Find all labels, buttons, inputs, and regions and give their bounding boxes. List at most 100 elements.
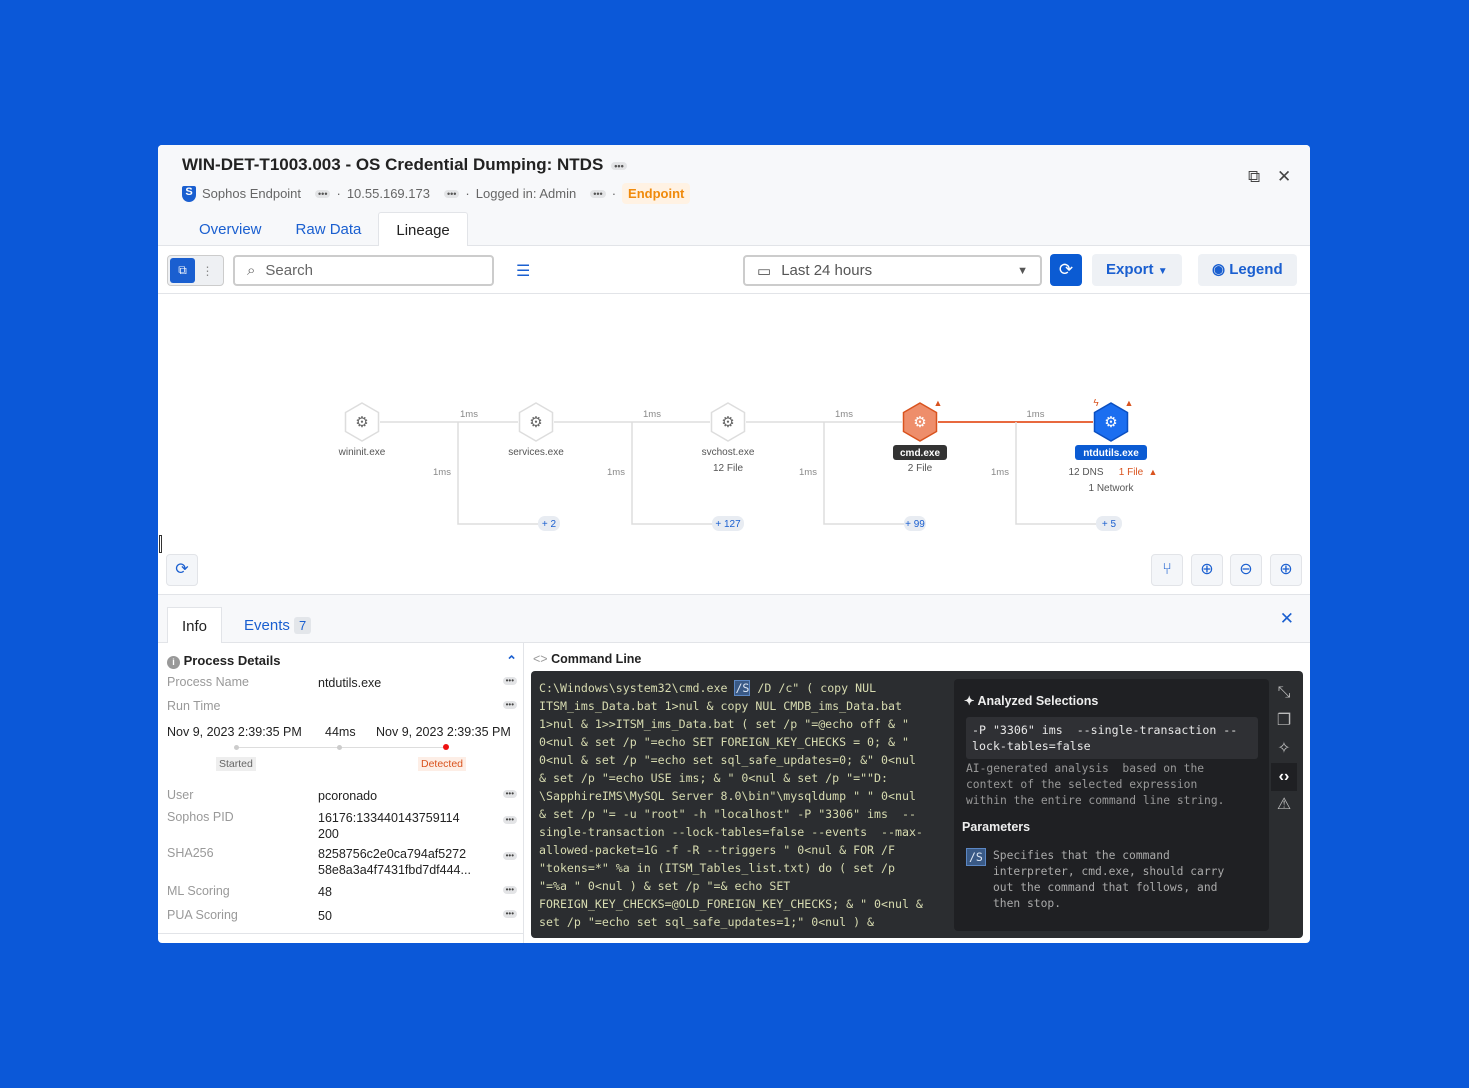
gear-icon: ⚙: [355, 414, 368, 431]
chevron-down-icon: ▼: [1157, 266, 1168, 277]
code-view-icon[interactable]: ‹›: [1271, 763, 1297, 791]
legend-button[interactable]: ◉ Legend: [1198, 254, 1297, 286]
resize-handle[interactable]: [159, 535, 162, 553]
more-button[interactable]: •••: [502, 910, 517, 918]
chevron-up-icon[interactable]: ⌃: [506, 653, 517, 668]
branch-pill: [1096, 516, 1122, 531]
tab-overview[interactable]: Overview: [199, 221, 262, 238]
filter-icon[interactable]: ☰: [516, 263, 531, 280]
label: ML Scoring: [167, 884, 230, 898]
more-button[interactable]: •••: [502, 852, 517, 860]
code-icon: <>: [533, 652, 548, 666]
sparkle-icon[interactable]: ✧: [1277, 740, 1291, 757]
selected-expression: -P "3306" ims --single-transaction -- lo…: [966, 717, 1258, 759]
branch-count: + 127: [715, 519, 741, 530]
code-segment: C:\Windows\system32\cmd.exe: [539, 681, 735, 695]
command-line-viewer[interactable]: C:\Windows\system32\cmd.exe /S /D /c" ( …: [531, 671, 1303, 938]
reset-icon[interactable]: ⟳: [166, 554, 198, 586]
process-node: [518, 402, 554, 442]
tab-info[interactable]: Info: [167, 607, 223, 643]
zoom-in-icon[interactable]: ⊕: [1270, 554, 1302, 586]
detected-tag: Detected: [418, 757, 467, 771]
selected-flag[interactable]: /S: [734, 680, 751, 696]
command-line-panel: <> Command Line C:\Windows\system32\cmd.…: [524, 643, 1310, 943]
export-button[interactable]: Export ▼: [1092, 254, 1182, 286]
command-line-text[interactable]: C:\Windows\system32\cmd.exe /S /D /c" ( …: [539, 679, 949, 931]
refresh-button[interactable]: ⟳: [1050, 254, 1082, 286]
warning-icon: ▲: [934, 398, 943, 408]
title-more-button[interactable]: •••: [611, 161, 627, 170]
node-label-bg: [1075, 445, 1147, 460]
center-icon[interactable]: ⊕: [1191, 554, 1223, 586]
collapse-icon[interactable]: ⤡: [1277, 684, 1291, 701]
analysis-description: AI-generated analysis based on the conte…: [966, 762, 1225, 807]
parameters-title: Parameters: [962, 820, 1031, 834]
lineage-graph[interactable]: 1ms 1ms + 2 1ms 1ms + 127 1ms 1ms + 99 1ms 1ms + 5 ⚙…: [158, 294, 1310, 594]
analysis-sidebar: ⤡ ❐ ✧ ‹› ⚠: [1271, 679, 1297, 819]
source-more-button[interactable]: •••: [315, 189, 331, 198]
copy-icon[interactable]: ❐: [1276, 712, 1292, 729]
eye-icon: ◉: [1212, 261, 1226, 278]
node-stat: 12 File: [713, 463, 743, 474]
time-range-select[interactable]: ▭ Last 24 hours ▼: [743, 255, 1042, 286]
zoom-out-icon[interactable]: ⊖: [1230, 554, 1262, 586]
node-label-bg: [893, 445, 947, 460]
branch-edge: [1015, 422, 1096, 525]
detection-window: WIN-DET-T1003.003 - OS Credential Dumpin…: [158, 145, 1310, 943]
process-node: [710, 402, 746, 442]
process-details-header[interactable]: i Process Details ⌃: [167, 653, 517, 669]
more-button[interactable]: •••: [502, 886, 517, 894]
more-button[interactable]: •••: [502, 790, 517, 798]
login-more-button[interactable]: •••: [590, 189, 606, 198]
node-stat: 2 File: [908, 463, 933, 474]
more-button[interactable]: •••: [502, 816, 517, 824]
ip-more-button[interactable]: •••: [443, 189, 460, 198]
value: 16176:133440143759114 200: [318, 811, 460, 841]
code-line: & set /p "= -u "root" -h "localhost" -P …: [539, 807, 916, 821]
legend-label: Legend: [1229, 261, 1283, 278]
logged-in: Logged in: Admin: [475, 186, 577, 201]
close-icon[interactable]: ✕: [1277, 167, 1292, 186]
start-time: Nov 9, 2023 2:39:35 PM: [167, 725, 302, 739]
gear-icon: ⚙: [529, 414, 542, 431]
tree-view-icon[interactable]: ⋮: [201, 263, 214, 278]
edge-label: 1ms: [607, 467, 625, 478]
tab-events[interactable]: Events 7: [230, 607, 325, 644]
open-external-icon[interactable]: ⧉: [1248, 167, 1261, 186]
tab-lineage[interactable]: Lineage: [378, 212, 468, 246]
lineage-graph-canvas[interactable]: 1ms 1ms + 2 1ms 1ms + 127 1ms 1ms + 99 1ms 1ms + 5 ⚙…: [158, 294, 1310, 594]
node-label: services.exe: [508, 447, 564, 458]
process-node: [344, 402, 380, 442]
process-details: i Process Details ⌃ Process Name ntdutils.…: [158, 643, 524, 943]
graph-view-icon[interactable]: ⧉: [170, 258, 195, 283]
lightning-icon: ϟ: [1093, 398, 1099, 409]
node-stat: 12 DNS: [1068, 467, 1103, 478]
time-range-value: Last 24 hours: [781, 262, 873, 279]
node-stat: 1 Network: [1088, 483, 1134, 494]
export-label: Export: [1106, 261, 1154, 278]
label: Process Name: [167, 675, 249, 689]
node-label: ntdutils.exe: [1083, 448, 1139, 459]
edge-label: 1ms: [643, 409, 661, 420]
more-button[interactable]: •••: [502, 701, 517, 709]
comment-icon[interactable]: ⚠: [1276, 796, 1292, 813]
analysis-header: ✦ Analyzed Selections: [964, 693, 1098, 708]
edge-label: 1ms: [991, 467, 1009, 478]
sha-line-2: 58e8a3a4f7431fbd7df444...: [318, 863, 471, 877]
view-toggle: ⧉ ⋮: [167, 255, 224, 286]
details-tabs: Info Events 7 ✕: [158, 595, 1310, 643]
command-line-title: Command Line: [551, 652, 642, 666]
warning-icon: ▲: [1125, 398, 1134, 408]
value: 8258756c2e0ca794af5272 58e8a3a4f7431fbd7d…: [318, 846, 471, 878]
label: Run Time: [167, 699, 221, 713]
code-line: "=%a " 0<nul ) & set /p "=& echo SET: [539, 879, 791, 893]
more-button[interactable]: •••: [502, 677, 517, 685]
layout-icon[interactable]: ⑂: [1151, 554, 1183, 586]
tab-raw-data[interactable]: Raw Data: [295, 221, 362, 238]
calendar-icon: ▭: [757, 262, 772, 280]
search-input[interactable]: ⌕ Search: [233, 255, 494, 286]
details-panel: Info Events 7 ✕ i Process Details ⌃ Proce…: [158, 594, 1310, 943]
code-line: "tokens=*" %a in (ITSM_Tables_list.txt) …: [539, 861, 895, 875]
close-panel-icon[interactable]: ✕: [1279, 609, 1294, 628]
edge-label: 1ms: [799, 467, 817, 478]
